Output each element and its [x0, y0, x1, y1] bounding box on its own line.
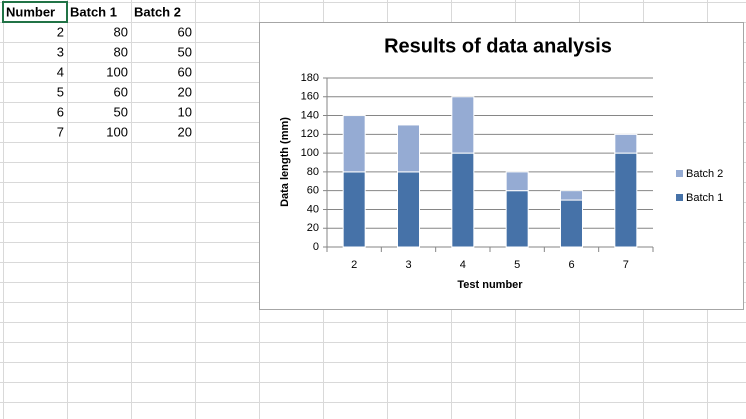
- legend-label: Batch 1: [686, 192, 723, 204]
- y-tick-label: 160: [301, 91, 319, 103]
- cell: 100: [106, 64, 128, 79]
- cell: 50: [178, 44, 192, 59]
- header-cell: Number: [6, 4, 55, 19]
- y-tick-label: 60: [307, 185, 319, 197]
- cell: 6: [57, 104, 64, 119]
- y-tick-label: 180: [301, 72, 319, 84]
- bar: [505, 171, 529, 192]
- header-cell: Batch 2: [134, 4, 181, 19]
- selected-cell[interactable]: [2, 1, 68, 23]
- bar: [614, 152, 638, 248]
- cell: 80: [114, 44, 128, 59]
- legend-swatch: [676, 170, 683, 177]
- cell: 60: [178, 64, 192, 79]
- x-tick-label: 6: [568, 259, 574, 271]
- cell: 60: [178, 24, 192, 39]
- cell: 20: [178, 84, 192, 99]
- cell: 20: [178, 124, 192, 139]
- cell: 3: [57, 44, 64, 59]
- x-tick-label: 3: [405, 259, 411, 271]
- x-tick-label: 5: [514, 259, 520, 271]
- cell: 100: [106, 124, 128, 139]
- header-cell: Batch 1: [70, 4, 117, 19]
- bar: [451, 96, 475, 154]
- cell: 7: [57, 124, 64, 139]
- chart-title: Results of data analysis: [384, 35, 612, 57]
- y-tick-label: 40: [307, 203, 319, 215]
- bar: [397, 124, 420, 173]
- x-tick-label: 2: [351, 259, 357, 271]
- legend-label: Batch 2: [686, 168, 723, 180]
- cell: 10: [178, 104, 192, 119]
- y-tick-label: 20: [307, 222, 319, 234]
- legend-swatch: [676, 194, 683, 201]
- cell: 5: [57, 84, 64, 99]
- cell: 4: [57, 64, 64, 79]
- bar: [342, 115, 366, 173]
- bar: [614, 133, 638, 154]
- bar: [560, 190, 583, 201]
- x-axis-title: Test number: [457, 279, 523, 291]
- y-tick-label: 80: [307, 166, 319, 178]
- y-tick-label: 100: [301, 147, 319, 159]
- y-tick-label: 0: [313, 241, 319, 253]
- x-tick-label: 4: [460, 259, 466, 271]
- cell: 50: [114, 104, 128, 119]
- cell: 80: [114, 24, 128, 39]
- bar: [451, 152, 475, 248]
- x-tick-label: 7: [623, 259, 629, 271]
- bar: [397, 171, 420, 248]
- bar: [505, 190, 529, 248]
- bar: [560, 199, 583, 248]
- y-tick-label: 140: [301, 109, 319, 121]
- bar: [342, 171, 366, 248]
- y-axis-title: Data length (mm): [279, 117, 291, 207]
- y-tick-label: 120: [301, 128, 319, 140]
- cell: 60: [114, 84, 128, 99]
- cell: 2: [57, 24, 64, 39]
- chart-frame[interactable]: [259, 22, 744, 310]
